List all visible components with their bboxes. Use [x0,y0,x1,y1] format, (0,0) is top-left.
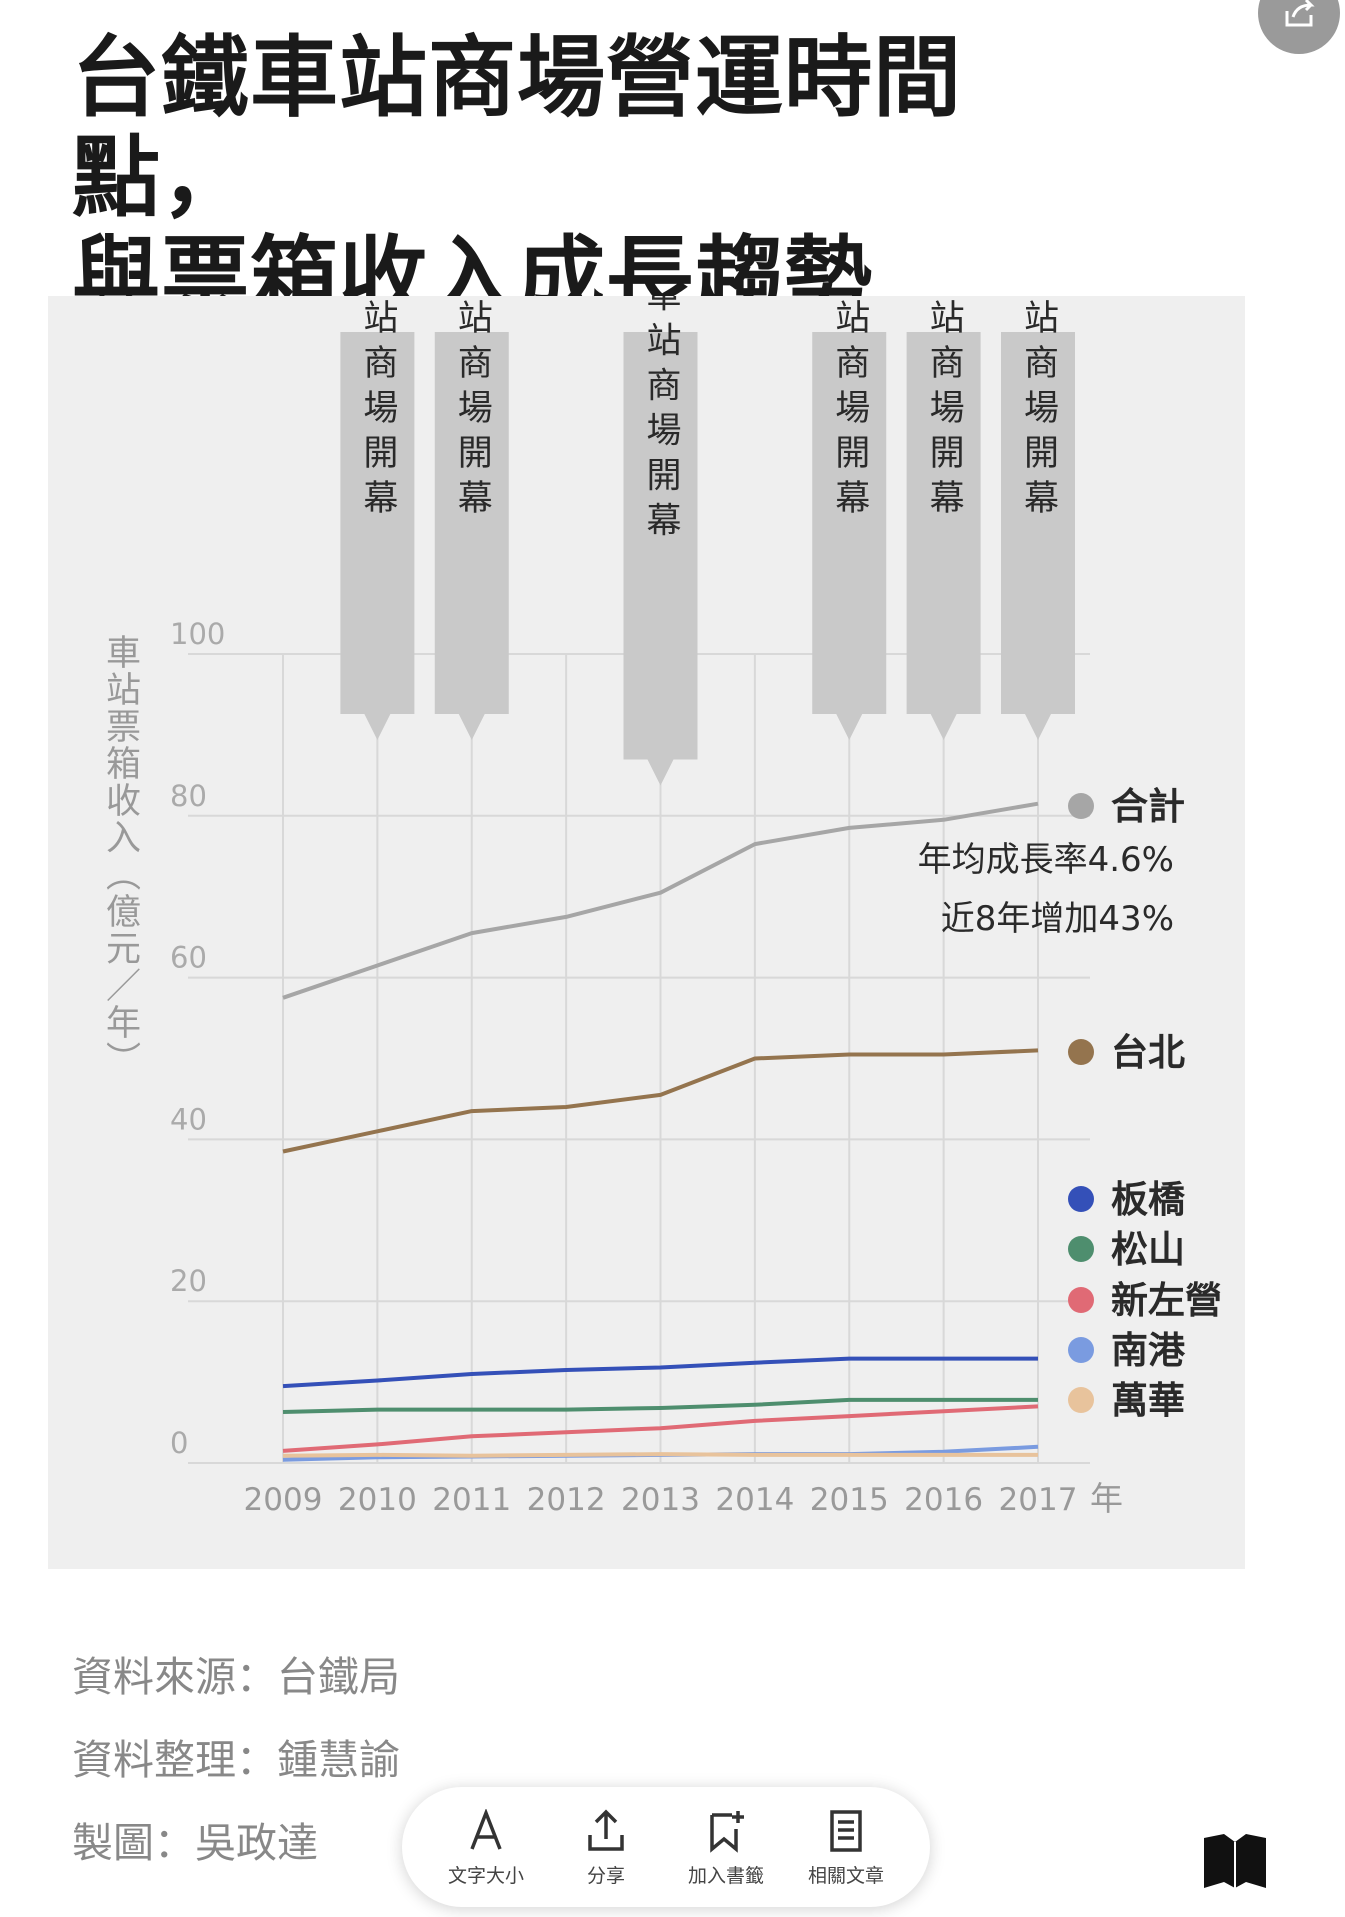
y-tick-label: 80 [170,779,207,813]
share-label: 分享 [586,1864,625,1887]
y-tick-label: 40 [170,1102,207,1136]
x-tick-label: 2016 [904,1482,983,1518]
y-axis-label: 車站票箱收入（億元／年） [100,634,141,1078]
credit-compiled: 資料整理：鍾慧諭 [72,1736,400,1784]
event-pointer [364,714,391,740]
legend-label: 萬華 [1111,1379,1185,1422]
event-pointer [930,714,957,740]
font-size-button[interactable]: 文字大小 [431,1807,541,1888]
legend-marker [1068,793,1094,819]
x-tick-label: 2015 [810,1482,889,1518]
event-callout: 萬華車站商場開幕 [1001,296,1075,740]
event-label: 松山車站商場開幕 [829,296,869,524]
y-tick-label: 60 [170,941,207,975]
related-label: 相關文章 [807,1864,884,1887]
x-tick-label: 2010 [338,1482,417,1518]
x-tick-label: 2011 [432,1482,511,1518]
legend-label: 松山 [1111,1228,1185,1271]
y-tick-label: 100 [170,617,225,651]
title-line-1: 台鐵車站商場營運時間點， [72,26,963,229]
share-icon [1285,0,1315,27]
related-articles-button[interactable]: 相關文章 [791,1807,901,1888]
open-book-icon[interactable] [1202,1832,1268,1890]
credit-source: 資料來源：台鐵局 [72,1653,400,1701]
document-icon [826,1807,866,1855]
event-label: 板橋車站商場開幕 [357,296,397,524]
share-button[interactable]: 分享 [551,1807,661,1888]
event-callout: 台北車站商場開幕 [434,296,509,740]
font-size-label: 文字大小 [447,1864,524,1887]
chart-panel: 板橋車站商場開幕 台北車站商場開幕 新左營車站商場開幕 松山車站商場開幕 南港車站商場開… [48,296,1245,1569]
event-box [623,332,698,760]
event-pointer [647,759,674,786]
legend-marker [1068,1039,1094,1065]
revenue-line-chart: 板橋車站商場開幕 台北車站商場開幕 新左營車站商場開幕 松山車站商場開幕 南港車站商場開… [100,296,1222,1518]
legend-marker [1068,1337,1094,1363]
legend-marker [1068,1287,1094,1313]
event-pointer [836,714,863,740]
series-line-松山 [282,1397,1038,1414]
event-box [434,332,509,714]
legend-label: 新左營 [1111,1279,1222,1322]
legend-label: 台北 [1111,1031,1185,1074]
event-box [340,332,415,714]
legend-label: 南港 [1111,1329,1186,1372]
bookmark-button[interactable]: 加入書籤 [671,1807,781,1888]
event-callout: 新左營車站商場開幕 [623,296,698,786]
series-line-板橋 [282,1356,1038,1389]
legend-marker [1068,1387,1094,1413]
bookmark-label: 加入書籤 [687,1864,764,1887]
event-box [906,332,981,714]
article-toolbar: 文字大小 分享 加入書籤 相關文章 [402,1787,930,1907]
bookmark-add-icon [706,1807,746,1855]
share-floating-button[interactable] [1258,0,1340,54]
legend-marker [1068,1186,1094,1212]
x-tick-label: 2014 [715,1482,794,1518]
credit-graphic: 製圖：吳政達 [72,1819,318,1867]
x-tick-label: 2012 [527,1482,606,1518]
x-tick-label: 2017 [999,1482,1078,1518]
event-callout: 松山車站商場開幕 [812,296,887,740]
series-line-合計 [282,801,1039,1000]
article-title: 台鐵車站商場營運時間點， 與票箱收入成長趨勢 [72,28,1072,328]
event-label: 萬華車站商場開幕 [1018,296,1058,524]
legend-label: 板橋 [1111,1178,1186,1221]
y-tick-label: 0 [170,1426,188,1460]
growth-annotation: 年均成長率4.6% [918,840,1174,880]
upload-share-icon [586,1807,626,1855]
event-label: 台北車站商場開幕 [452,296,492,524]
x-tick-label: 2013 [621,1482,700,1518]
event-box [812,332,887,714]
y-tick-label: 20 [170,1264,207,1298]
event-box [1001,332,1075,714]
event-label: 南港車站商場開幕 [924,296,964,524]
legend-marker [1068,1236,1094,1262]
x-tick-label: 2009 [244,1482,323,1518]
event-callout: 南港車站商場開幕 [906,296,981,740]
font-size-icon [466,1807,506,1855]
series-line-新左營 [282,1404,1039,1453]
series-line-台北 [282,1048,1039,1154]
x-axis-label: 年 [1090,1479,1123,1518]
event-pointer [458,714,485,740]
event-callout: 板橋車站商場開幕 [340,296,415,740]
growth-annotation: 近8年增加43% [941,899,1174,939]
series-line-萬華 [282,1452,1038,1458]
event-pointer [1025,714,1051,740]
legend-label: 合計 [1111,785,1185,828]
event-label: 新左營車站商場開幕 [641,296,682,547]
credits: 資料來源：台鐵局 資料整理：鍾慧諭 製圖：吳政達 [72,1655,400,1904]
